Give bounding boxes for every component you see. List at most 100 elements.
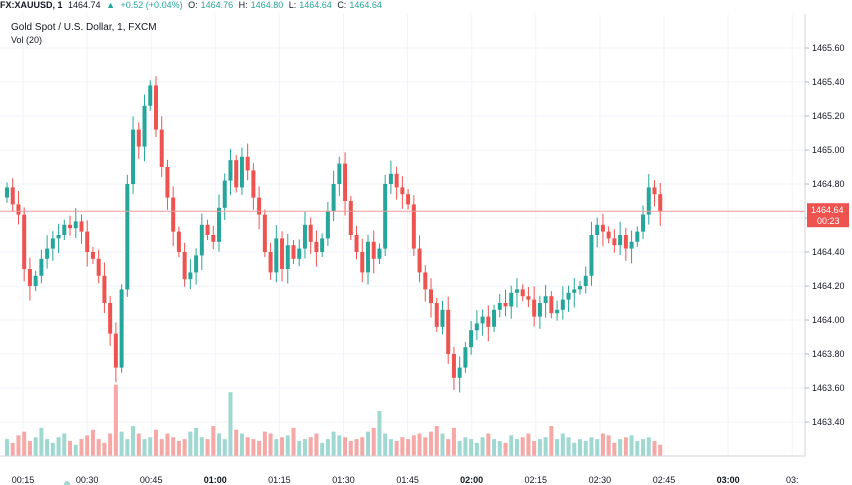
- volume-bar: [102, 442, 107, 456]
- time-tick-label: 02:45: [653, 475, 676, 485]
- volume-bar: [486, 433, 491, 456]
- volume-bar: [348, 441, 353, 456]
- volume-bar: [188, 431, 193, 456]
- price-tick-label: 1464.20: [812, 281, 845, 291]
- volume-legend[interactable]: Vol (20): [11, 35, 43, 45]
- volume-bar: [578, 439, 582, 456]
- candle-body: [658, 194, 663, 212]
- volume-bar: [159, 439, 164, 456]
- volume-bar: [503, 442, 508, 456]
- volume-bar: [469, 439, 474, 456]
- volume-bar: [337, 435, 342, 456]
- candle-body: [612, 238, 617, 246]
- volume-bar: [377, 411, 382, 456]
- volume-bar: [239, 433, 244, 456]
- chart-legend-title[interactable]: Gold Spot / U.S. Dollar, 1, FXCM: [11, 22, 157, 33]
- volume-bar: [589, 437, 594, 456]
- volume-bar: [566, 437, 571, 456]
- candle-body: [457, 367, 462, 378]
- volume-bar: [228, 392, 233, 456]
- volume-bar: [33, 437, 38, 456]
- volume-bar: [400, 437, 405, 456]
- candle-body: [217, 207, 222, 242]
- open-label: O:: [188, 0, 198, 10]
- volume-bar: [10, 442, 15, 456]
- candle-body: [79, 221, 84, 232]
- symbol-label[interactable]: FX:XAUUSD, 1: [0, 0, 63, 10]
- volume-bar: [429, 431, 434, 456]
- volume-bar: [555, 439, 560, 456]
- volume-bar: [411, 435, 416, 456]
- last-price: 1464.74: [68, 0, 101, 10]
- volume-bar: [423, 437, 428, 456]
- candle-body: [600, 224, 605, 232]
- volume-bar: [360, 437, 365, 456]
- volume-bar: [79, 439, 84, 456]
- time-tick-label: 02:30: [589, 475, 612, 485]
- time-axis[interactable]: 00:15 00:30 00:45 01:00 01:15 01:30 01:45 02:00…: [12, 475, 799, 485]
- close-label: C:: [337, 0, 347, 10]
- volume-bar: [658, 444, 663, 456]
- volume-bar: [148, 437, 153, 456]
- volume-bar: [50, 442, 55, 456]
- volume-bar: [417, 433, 422, 456]
- time-tick-label: 01:30: [332, 475, 355, 485]
- candle-body: [572, 289, 577, 293]
- candle-body: [406, 194, 411, 205]
- candle-body: [555, 309, 560, 314]
- volume-bar: [457, 441, 462, 456]
- volume-bar: [222, 439, 227, 456]
- candle-body: [434, 303, 439, 327]
- candle-body: [440, 309, 445, 327]
- volume-bar: [194, 427, 199, 456]
- candle-body: [27, 269, 32, 286]
- low-value: 1464.64: [299, 0, 332, 10]
- candle-body: [595, 224, 600, 235]
- scroll-dot-icon[interactable]: [64, 481, 70, 485]
- volume-bar: [68, 441, 73, 456]
- price-axis[interactable]: 1465.60 1465.40 1465.20 1465.00 1464.80 1464.…: [805, 43, 845, 427]
- candle-body: [159, 129, 164, 167]
- candle-body: [239, 156, 244, 188]
- volume-bar: [480, 437, 485, 456]
- volume-bar: [22, 431, 27, 456]
- volume-bar: [5, 439, 9, 456]
- price-tick-label: 1465.60: [812, 43, 845, 53]
- price-tick-label: 1465.00: [812, 145, 845, 155]
- volume-bar: [497, 441, 502, 456]
- price-tick-label: 1463.80: [812, 349, 845, 359]
- volume-bar: [211, 426, 216, 456]
- candle-body: [39, 258, 44, 276]
- price-tick-label: 1465.20: [812, 111, 845, 121]
- candle-body: [108, 303, 113, 334]
- candle-body: [331, 184, 336, 212]
- price-chart[interactable]: 1465.60 1465.40 1465.20 1465.00 1464.80 1464.…: [0, 14, 852, 485]
- candle-body: [623, 235, 628, 249]
- volume-bar: [90, 429, 95, 456]
- candle-body: [234, 160, 239, 188]
- volume-bar: [623, 437, 628, 456]
- candle-body: [343, 163, 348, 201]
- candle-body: [314, 241, 319, 252]
- volume-bar: [572, 442, 577, 456]
- candle-body: [652, 187, 657, 195]
- volume-bar: [618, 439, 623, 456]
- candle-body: [125, 184, 130, 290]
- candle-body: [635, 231, 640, 242]
- time-tick-label: 01:00: [204, 475, 227, 485]
- volume-bar: [268, 433, 273, 456]
- badge-price: 1464.64: [811, 205, 844, 215]
- volume-bar: [171, 437, 176, 456]
- close-value: 1464.64: [349, 0, 382, 10]
- volume-bar: [520, 437, 525, 456]
- volume-bar: [153, 429, 158, 456]
- candle-body: [589, 235, 594, 276]
- candle-body: [354, 235, 359, 252]
- candle-body: [537, 303, 542, 317]
- volume-bar: [131, 426, 136, 456]
- volume-bar: [27, 441, 32, 456]
- price-tick-label: 1464.00: [812, 315, 845, 325]
- candle-body: [73, 221, 78, 229]
- time-tick-label: 02:15: [525, 475, 548, 485]
- candle-body: [262, 214, 267, 252]
